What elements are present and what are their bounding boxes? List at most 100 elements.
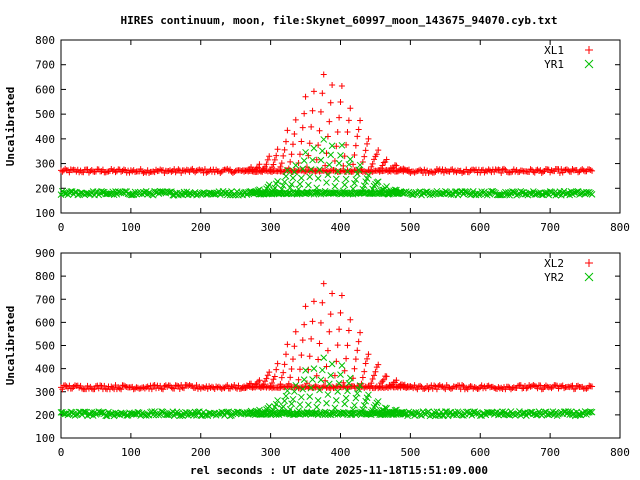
data-point [331, 404, 339, 412]
data-point [269, 164, 276, 171]
data-point [364, 355, 371, 362]
data-point [372, 368, 379, 375]
data-point [299, 337, 306, 344]
data-point [346, 155, 354, 163]
data-point [296, 180, 304, 188]
data-point [175, 383, 182, 390]
data-point [274, 360, 281, 367]
data-point [120, 382, 127, 389]
data-point [440, 384, 447, 391]
data-point [132, 169, 139, 176]
data-point [514, 382, 521, 389]
data-point [292, 116, 299, 123]
data-point [325, 380, 333, 388]
data-point [265, 181, 273, 189]
data-point [313, 383, 320, 390]
data-point [173, 382, 180, 389]
data-point [365, 391, 372, 399]
data-point [352, 356, 359, 363]
data-point [365, 351, 372, 358]
y-tick-label: 600 [35, 83, 55, 96]
data-point [587, 167, 594, 174]
data-point [106, 190, 114, 198]
data-point [289, 395, 297, 403]
data-point [116, 385, 123, 392]
data-point [281, 361, 288, 368]
data-point [300, 157, 308, 164]
data-point [270, 376, 277, 383]
data-point [335, 380, 343, 387]
data-point [299, 385, 307, 393]
data-point [271, 156, 278, 163]
data-point [199, 167, 206, 174]
data-point [576, 168, 583, 175]
data-point [344, 168, 351, 175]
data-point [345, 117, 352, 124]
data-point [282, 138, 289, 145]
data-point [218, 385, 225, 392]
data-point [81, 408, 89, 416]
data-point [356, 382, 364, 389]
data-point [353, 390, 361, 397]
data-point [322, 377, 329, 384]
data-point [345, 327, 352, 334]
panel-2: 0 100 200 300 400 500 600 700 800100200300400500… [4, 247, 630, 459]
x-tick-label: 600 [470, 446, 490, 459]
data-point [291, 130, 298, 137]
data-point [313, 184, 321, 192]
data-point [368, 380, 375, 387]
data-point [355, 338, 362, 345]
data-point [565, 167, 572, 174]
data-point [371, 372, 378, 379]
data-point [101, 382, 108, 389]
data-point [336, 326, 343, 333]
y-axis-label: Uncalibrated [4, 306, 17, 385]
data-point [317, 319, 324, 326]
data-point [284, 341, 291, 348]
data-point [298, 352, 305, 359]
data-point [331, 372, 338, 379]
data-point [307, 384, 315, 392]
data-point [105, 190, 112, 198]
data-point [108, 383, 115, 390]
data-point [284, 127, 291, 134]
data-point [264, 372, 271, 379]
data-point [186, 382, 193, 389]
data-point [167, 167, 174, 174]
data-point [102, 169, 109, 176]
data-point [323, 399, 330, 407]
legend-marker [585, 259, 593, 267]
data-point [345, 379, 353, 387]
data-point [527, 166, 534, 173]
data-point [488, 409, 495, 416]
data-point [353, 170, 361, 178]
series-YR1 [57, 136, 596, 199]
data-point [130, 410, 138, 418]
data-point [303, 409, 311, 417]
data-point [523, 385, 530, 392]
data-point [496, 385, 503, 392]
data-point [383, 373, 390, 380]
data-point [519, 167, 526, 174]
data-point [175, 166, 182, 173]
data-point [412, 384, 419, 391]
data-point [342, 394, 350, 402]
data-point [118, 386, 125, 393]
data-point [273, 366, 280, 373]
data-point [336, 114, 343, 121]
data-point [360, 402, 368, 409]
y-tick-label: 600 [35, 316, 55, 329]
data-point [176, 412, 184, 420]
data-point [344, 387, 351, 395]
data-point [296, 401, 304, 408]
data-point [345, 161, 353, 168]
data-point [364, 140, 371, 147]
data-point [280, 369, 287, 376]
data-point [299, 124, 306, 131]
data-point [341, 367, 348, 374]
data-point [354, 347, 361, 354]
data-point [291, 388, 298, 395]
data-point [537, 382, 544, 389]
data-point [407, 409, 414, 417]
data-point [491, 384, 498, 391]
